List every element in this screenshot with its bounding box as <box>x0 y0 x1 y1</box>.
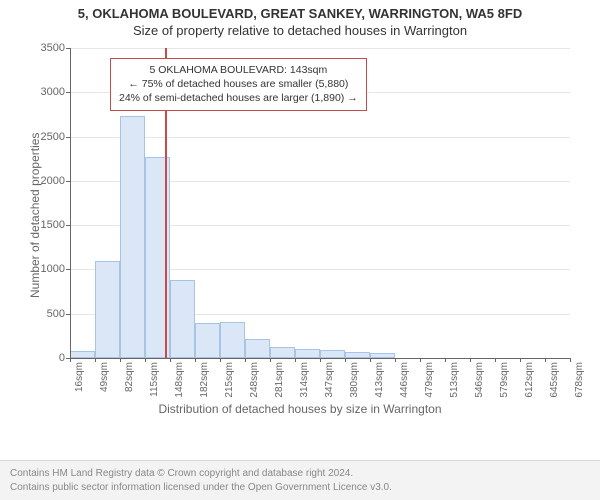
info-line-1: 5 OKLAHOMA BOULEVARD: 143sqm <box>119 63 358 77</box>
histogram-bar <box>245 339 270 358</box>
x-tick-mark <box>70 358 71 362</box>
x-tick-mark <box>220 358 221 362</box>
y-tick-label: 3500 <box>5 42 65 54</box>
gridline <box>70 48 570 49</box>
x-tick-mark <box>95 358 96 362</box>
x-tick-mark <box>120 358 121 362</box>
x-tick-mark <box>245 358 246 362</box>
histogram-bar <box>170 280 195 358</box>
histogram-bar <box>220 322 245 358</box>
y-tick-label: 1000 <box>5 263 65 275</box>
x-tick-mark <box>520 358 521 362</box>
y-tick-label: 2500 <box>5 131 65 143</box>
x-tick-mark <box>295 358 296 362</box>
x-tick-mark <box>370 358 371 362</box>
title-address: 5, OKLAHOMA BOULEVARD, GREAT SANKEY, WAR… <box>0 6 600 21</box>
histogram-bar <box>295 349 320 358</box>
info-line-2: ← 75% of detached houses are smaller (5,… <box>119 77 358 91</box>
x-tick-mark <box>545 358 546 362</box>
histogram-bar <box>270 347 295 359</box>
chart-titles: 5, OKLAHOMA BOULEVARD, GREAT SANKEY, WAR… <box>0 0 600 38</box>
histogram-bar <box>120 116 145 358</box>
y-tick-label: 3000 <box>5 86 65 98</box>
x-tick-mark <box>445 358 446 362</box>
marker-info-box: 5 OKLAHOMA BOULEVARD: 143sqm ← 75% of de… <box>110 58 367 111</box>
title-subtitle: Size of property relative to detached ho… <box>0 23 600 38</box>
footer-line-1: Contains HM Land Registry data © Crown c… <box>10 467 590 481</box>
x-tick-mark <box>470 358 471 362</box>
x-tick-mark <box>270 358 271 362</box>
histogram-bar <box>195 323 220 358</box>
histogram-bar <box>95 261 120 358</box>
histogram-bar <box>70 351 95 358</box>
x-tick-mark <box>345 358 346 362</box>
gridline <box>70 137 570 138</box>
x-tick-mark <box>420 358 421 362</box>
y-axis-line <box>70 48 71 358</box>
y-tick-label: 1500 <box>5 219 65 231</box>
x-tick-mark <box>145 358 146 362</box>
footer: Contains HM Land Registry data © Crown c… <box>0 460 600 500</box>
y-tick-label: 0 <box>5 352 65 364</box>
x-tick-mark <box>195 358 196 362</box>
y-tick-label: 2000 <box>5 175 65 187</box>
histogram-bar <box>320 350 345 358</box>
x-axis-title: Distribution of detached houses by size … <box>0 402 600 416</box>
x-tick-mark <box>570 358 571 362</box>
x-tick-mark <box>495 358 496 362</box>
y-tick-label: 500 <box>5 308 65 320</box>
chart-container: Number of detached properties 0500100015… <box>0 38 600 418</box>
x-tick-mark <box>170 358 171 362</box>
footer-line-2: Contains public sector information licen… <box>10 481 590 495</box>
x-tick-mark <box>320 358 321 362</box>
info-line-3: 24% of semi-detached houses are larger (… <box>119 91 358 105</box>
x-tick-mark <box>395 358 396 362</box>
